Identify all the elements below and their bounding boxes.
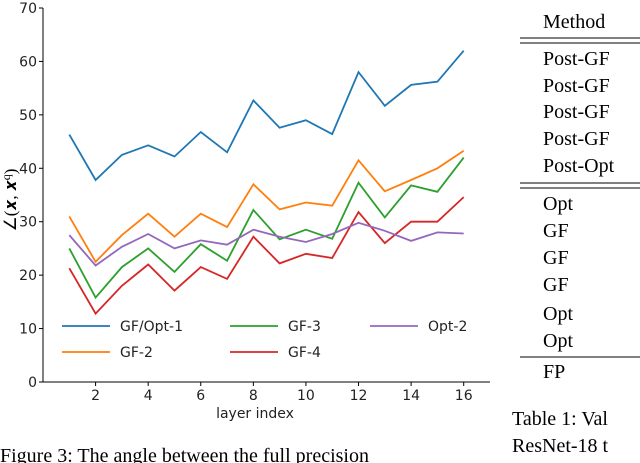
table-cell: Post-GF (543, 48, 610, 70)
y-tick-label: 30 (19, 215, 37, 231)
table-caption: ResNet-18 t (512, 435, 609, 457)
y-label-part: q (0, 174, 13, 180)
x-tick-label: 12 (350, 388, 368, 404)
table-cell: Opt (543, 330, 573, 352)
series-line (68, 50, 465, 182)
y-tick-label: 60 (19, 54, 37, 70)
y-tick-label: 40 (19, 161, 37, 177)
series-line (68, 221, 464, 267)
table-header: Method (543, 11, 605, 33)
x-tick-label: 10 (297, 388, 315, 404)
x-tick-label: 2 (91, 388, 100, 404)
legend-label: Opt-2 (428, 319, 467, 335)
x-tick-label: 14 (402, 388, 420, 404)
table-cell: FP (543, 361, 565, 383)
y-label-part: ∠(𝒙, 𝒙 (1, 180, 20, 231)
table-cell: Opt (543, 303, 573, 325)
y-label-part: ) (1, 169, 20, 175)
series-line (68, 157, 465, 300)
series-line (68, 196, 465, 316)
y-tick-label: 10 (19, 322, 37, 338)
table-caption: Table 1: Val (512, 408, 608, 430)
legend-label: GF/Opt-1 (120, 319, 183, 335)
legend-label: GF-3 (288, 319, 321, 335)
table-cell: Post-GF (543, 75, 610, 97)
table-cell: Post-Opt (543, 155, 615, 177)
x-tick-label: 6 (196, 388, 205, 404)
table-cell: Opt (543, 193, 573, 215)
y-tick-label: 0 (28, 375, 37, 391)
y-axis-label: ∠(𝒙, 𝒙q) (0, 169, 20, 232)
y-tick-label: 50 (19, 108, 37, 124)
table-cell: GF (543, 247, 569, 269)
x-tick-label: 16 (455, 388, 473, 404)
legend-label: GF-4 (288, 345, 321, 361)
legend-label: GF-2 (120, 345, 153, 361)
y-tick-label: 70 (19, 1, 37, 17)
x-tick-label: 8 (249, 388, 258, 404)
x-axis-label: layer index (216, 406, 294, 422)
series-line (68, 149, 465, 264)
x-tick-label: 4 (144, 388, 153, 404)
y-tick-label: 20 (19, 268, 37, 284)
figure-caption: Figure 3: The angle between the full pre… (0, 445, 369, 463)
table-cell: Post-GF (543, 101, 610, 123)
table-cell: GF (543, 220, 569, 242)
table-cell: Post-GF (543, 128, 610, 150)
table-cell: GF (543, 274, 569, 296)
